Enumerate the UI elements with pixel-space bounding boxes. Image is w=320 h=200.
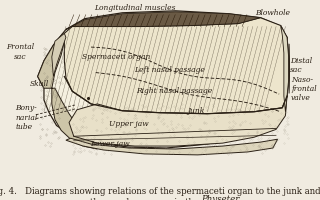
- Text: Upper jaw: Upper jaw: [109, 120, 148, 129]
- Text: Physeter.: Physeter.: [201, 195, 241, 200]
- Text: Blowhole: Blowhole: [255, 9, 290, 17]
- Polygon shape: [38, 33, 97, 149]
- Polygon shape: [281, 26, 289, 112]
- Polygon shape: [69, 96, 287, 146]
- Text: Spermaceti organ: Spermaceti organ: [82, 53, 150, 61]
- Text: Right nasal passage: Right nasal passage: [136, 87, 212, 95]
- Polygon shape: [38, 11, 289, 148]
- Text: Longitudinal muscles: Longitudinal muscles: [94, 4, 176, 12]
- Text: Lower jaw: Lower jaw: [90, 140, 130, 148]
- Polygon shape: [66, 138, 278, 155]
- Polygon shape: [52, 33, 66, 76]
- Text: Bony-
narial
tube: Bony- narial tube: [15, 104, 37, 131]
- Polygon shape: [66, 12, 260, 29]
- Polygon shape: [64, 18, 289, 114]
- Text: Naso-
frontal
valve: Naso- frontal valve: [291, 76, 317, 102]
- Text: Distal
sac: Distal sac: [290, 57, 312, 74]
- Text: Skull: Skull: [30, 80, 49, 88]
- Text: Frontal
sac: Frontal sac: [6, 43, 35, 61]
- Text: Fig. 4.   Diagrams showing relations of the spermaceti organ to the junk and to
: Fig. 4. Diagrams showing relations of th…: [0, 187, 320, 200]
- Text: Junk: Junk: [188, 107, 205, 115]
- Text: Left nasal passage: Left nasal passage: [134, 66, 205, 74]
